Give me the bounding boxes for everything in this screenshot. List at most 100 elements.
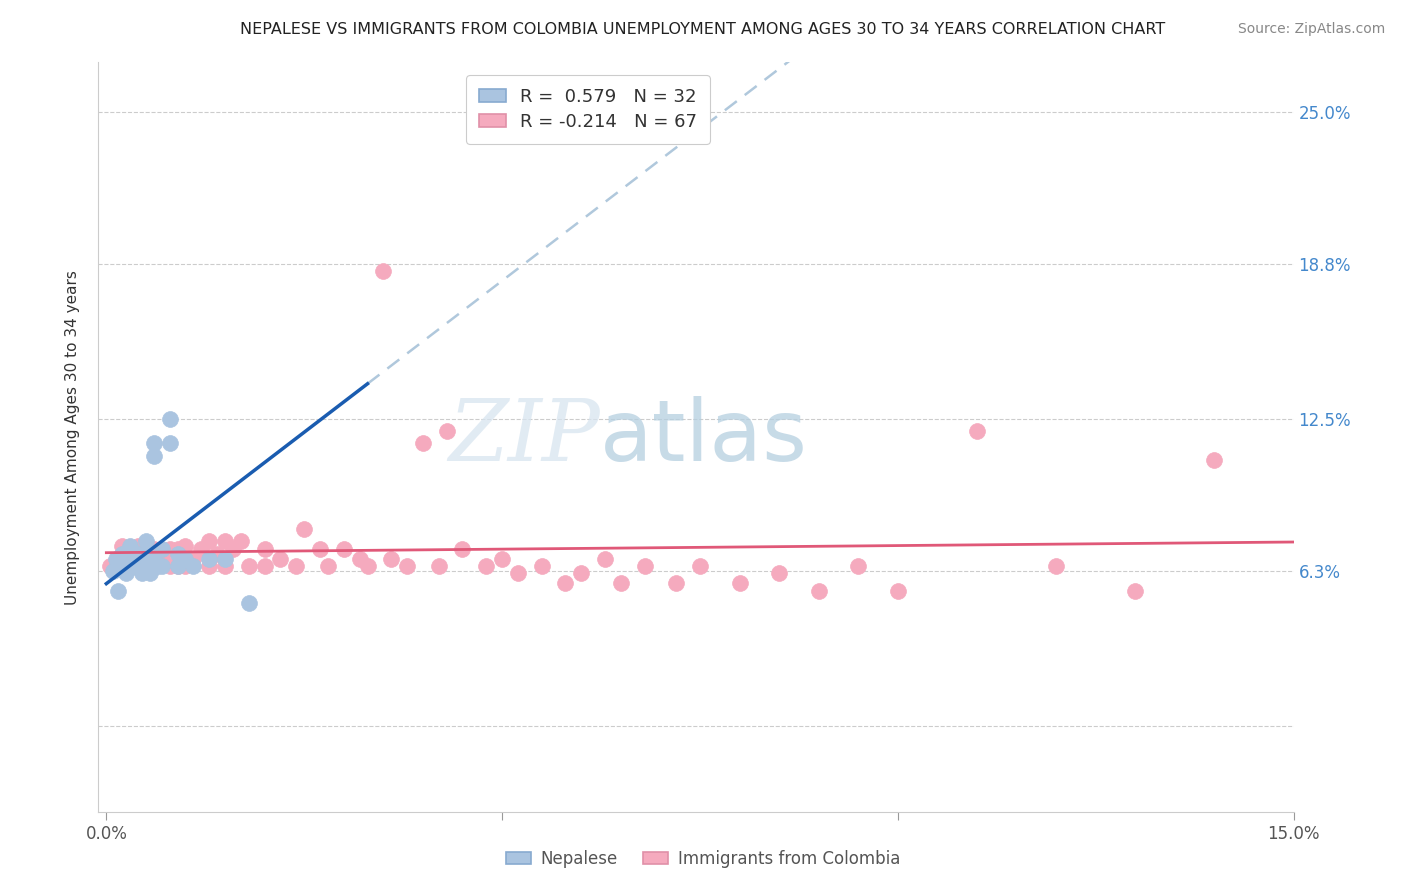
Point — [966, 424, 988, 438]
Point — [120, 559, 142, 574]
Point — [292, 522, 315, 536]
Point — [190, 541, 212, 556]
Point — [139, 566, 162, 581]
Point — [135, 541, 157, 556]
Point — [253, 541, 276, 556]
Point — [333, 541, 356, 556]
Point — [142, 541, 165, 556]
Legend: R =  0.579   N = 32, R = -0.214   N = 67: R = 0.579 N = 32, R = -0.214 N = 67 — [465, 75, 710, 144]
Point — [380, 551, 402, 566]
Point — [285, 559, 308, 574]
Point — [633, 559, 655, 574]
Point — [120, 551, 142, 566]
Point — [131, 566, 153, 581]
Point — [166, 547, 188, 561]
Point — [222, 541, 245, 556]
Point — [159, 541, 181, 556]
Point — [436, 424, 458, 438]
Point — [214, 559, 236, 574]
Point — [127, 540, 149, 554]
Point — [617, 129, 640, 144]
Text: ZIP: ZIP — [449, 396, 600, 478]
Point — [146, 559, 169, 574]
Point — [506, 566, 529, 581]
Point — [150, 541, 173, 556]
Point — [198, 551, 221, 566]
Point — [807, 583, 830, 598]
Point — [142, 449, 165, 463]
Point — [142, 436, 165, 450]
Point — [127, 559, 149, 574]
Text: NEPALESE VS IMMIGRANTS FROM COLOMBIA UNEMPLOYMENT AMONG AGES 30 TO 34 YEARS CORR: NEPALESE VS IMMIGRANTS FROM COLOMBIA UNE… — [240, 22, 1166, 37]
Point — [142, 559, 165, 574]
Point — [127, 559, 149, 574]
Point — [238, 559, 260, 574]
Point — [593, 551, 616, 566]
Point — [214, 534, 236, 549]
Point — [135, 547, 157, 561]
Point — [1123, 583, 1146, 598]
Point — [214, 551, 236, 566]
Point — [198, 534, 221, 549]
Point — [122, 559, 145, 574]
Point — [349, 551, 371, 566]
Point — [111, 551, 134, 566]
Point — [205, 547, 228, 561]
Point — [103, 559, 125, 574]
Point — [373, 264, 395, 278]
Point — [111, 540, 134, 554]
Point — [412, 436, 434, 450]
Point — [427, 559, 450, 574]
Point — [183, 559, 205, 574]
Point — [159, 559, 181, 574]
Point — [183, 551, 205, 566]
Point — [166, 541, 188, 556]
Point — [101, 564, 124, 578]
Point — [135, 559, 157, 574]
Text: atlas: atlas — [600, 395, 808, 479]
Point — [150, 551, 173, 566]
Point — [451, 541, 474, 556]
Point — [120, 541, 142, 556]
Point — [115, 566, 138, 581]
Point — [491, 551, 513, 566]
Point — [887, 583, 910, 598]
Point — [111, 547, 134, 561]
Point — [174, 540, 197, 554]
Point — [475, 559, 498, 574]
Point — [135, 559, 157, 574]
Point — [98, 559, 121, 574]
Point — [356, 559, 378, 574]
Point — [120, 540, 142, 554]
Point — [768, 566, 790, 581]
Point — [107, 551, 129, 566]
Point — [554, 576, 576, 591]
Point — [665, 576, 688, 591]
Point — [253, 559, 276, 574]
Point — [229, 534, 252, 549]
Point — [159, 411, 181, 425]
Point — [689, 559, 711, 574]
Point — [135, 534, 157, 549]
Point — [166, 559, 188, 574]
Point — [316, 559, 339, 574]
Point — [150, 559, 173, 574]
Point — [530, 559, 553, 574]
Legend: Nepalese, Immigrants from Colombia: Nepalese, Immigrants from Colombia — [499, 844, 907, 875]
Point — [1204, 453, 1226, 467]
Point — [104, 551, 127, 566]
Point — [111, 559, 134, 574]
Point — [269, 551, 291, 566]
Point — [198, 559, 221, 574]
Point — [159, 436, 181, 450]
Point — [127, 547, 149, 561]
Point — [174, 551, 197, 566]
Point — [174, 559, 197, 574]
Point — [846, 559, 869, 574]
Point — [309, 541, 332, 556]
Point — [142, 551, 165, 566]
Y-axis label: Unemployment Among Ages 30 to 34 years: Unemployment Among Ages 30 to 34 years — [65, 269, 80, 605]
Point — [238, 596, 260, 610]
Point — [569, 566, 592, 581]
Point — [610, 576, 633, 591]
